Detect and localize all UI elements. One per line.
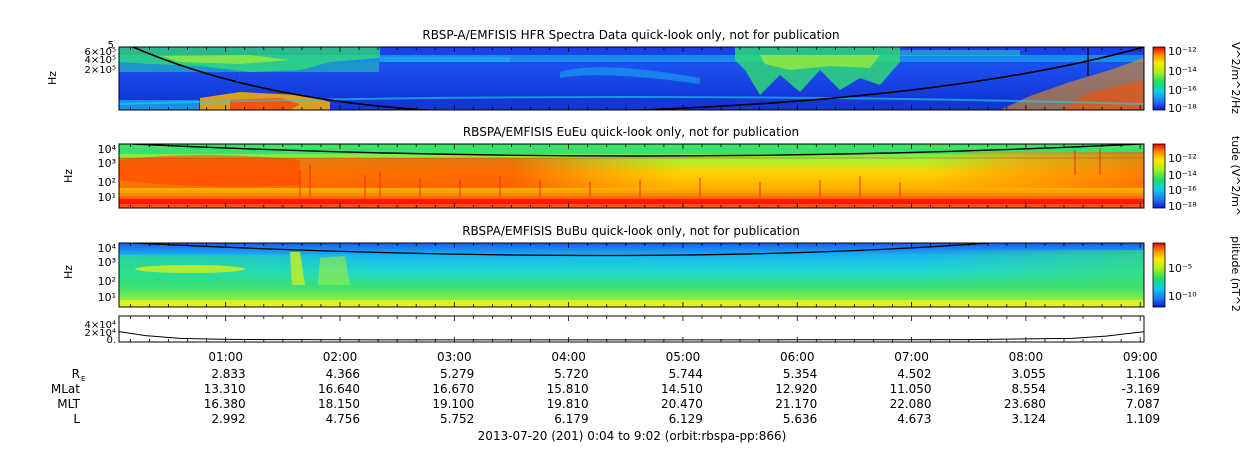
bubu-ytick-3: 10¹ (98, 291, 116, 304)
ephemeris-value: 5.636 (783, 412, 817, 426)
hfr-ytick-1: 4×10⁵ (85, 55, 116, 66)
ephemeris-value: 5.279 (440, 367, 474, 381)
cbar-hfr-tick-1: 10⁻¹⁴ (1168, 65, 1197, 78)
bubu-ytick-2: 10² (98, 275, 116, 288)
ephemeris-value: 19.810 (547, 397, 589, 411)
ephemeris-value: 1.109 (1126, 412, 1160, 426)
cbar-hfr-tick-2: 10⁻¹⁶ (1168, 84, 1197, 97)
ephemeris-value: 16.640 (318, 382, 360, 396)
cbar-hfr-label: V^2/m^2/Hz (1229, 42, 1242, 114)
ephemeris-value: 12.920 (775, 382, 817, 396)
ephemeris-value: 2.833 (211, 367, 245, 381)
ephemeris-value: 1.106 (1126, 367, 1160, 381)
time-tick-label: 01:00 (208, 350, 243, 364)
bubu-ylabel: Hz (62, 265, 75, 279)
bubu-panel: RBSPA/EMFISIS BuBu quick-look only, not … (62, 224, 1145, 308)
cbar-hfr-tick-0: 10⁻¹² (1168, 45, 1197, 58)
eueu-ytick-2: 10² (98, 176, 116, 189)
hfr-ytick-2: 2×10⁵ (85, 65, 116, 76)
colorbar-eueu: 10⁻¹² 10⁻¹⁴ 10⁻¹⁶ 10⁻¹⁸ tude (V^2/m^ (1152, 136, 1242, 216)
time-tick-label: 05:00 (666, 350, 701, 364)
ephemeris-value: 21.170 (775, 397, 817, 411)
time-axis-labels: 01:00 02:00 03:00 04:00 05:00 06:00 07:00 08:00… (208, 350, 1157, 364)
hfr-ylabel: Hz (46, 71, 59, 85)
time-tick-label: 03:00 (437, 350, 472, 364)
bubu-ytick-1: 10³ (98, 256, 116, 269)
hfr-panel: RBSP-A/EMFISIS HFR Spectra Data quick-lo… (46, 28, 1145, 111)
cbar-bubu-label: plitude (nT^2 (1229, 236, 1242, 312)
time-tick-label: 09:00 (1123, 350, 1158, 364)
hfr-ytick-0: 6×10⁵ (85, 47, 116, 58)
ephemeris-value: 2.992 (211, 412, 245, 426)
ephemeris-value: 4.366 (326, 367, 360, 381)
ephemeris-row-label: MLT (57, 397, 80, 411)
ephemeris-value: 14.510 (661, 382, 703, 396)
line-ytick-2: 0. (106, 335, 116, 346)
ephemeris-table: R E 2.833 4.366 5.279 5.720 5.744 5.354 4.502 3.0… (51, 367, 1160, 426)
ephemeris-value: 15.810 (547, 382, 589, 396)
cbar-eueu-tick-1: 10⁻¹⁴ (1168, 169, 1197, 182)
ephemeris-value: 4.673 (897, 412, 931, 426)
ephemeris-value: 22.080 (890, 397, 932, 411)
ephemeris-value: 7.087 (1126, 397, 1160, 411)
ephemeris-value: -3.169 (1122, 382, 1161, 396)
ephemeris-value: 3.124 (1012, 412, 1046, 426)
ephemeris-value: 5.752 (440, 412, 474, 426)
line-ytick-1: 2×10⁴ (85, 328, 116, 339)
ephemeris-value: 19.100 (432, 397, 474, 411)
time-tick-label: 04:00 (551, 350, 586, 364)
eueu-ytick-1: 10³ (98, 157, 116, 170)
ephemeris-value: 16.670 (432, 382, 474, 396)
colorbar-bubu: 10⁻⁵ 10⁻¹⁰ plitude (nT^2 (1152, 236, 1242, 312)
cbar-eueu-label: tude (V^2/m^ (1229, 136, 1242, 216)
ephemeris-value: 5.744 (669, 367, 703, 381)
ephemeris-row-label: MLat (51, 382, 80, 396)
cbar-eueu-tick-3: 10⁻¹⁸ (1168, 200, 1197, 213)
footer-caption: 2013-07-20 (201) 0:04 to 9:02 (orbit:rbs… (478, 429, 787, 443)
ephemeris-row-label: R (72, 367, 80, 381)
colorbar-hfr: 10⁻¹² 10⁻¹⁴ 10⁻¹⁶ 10⁻¹⁸ V^2/m^2/Hz (1152, 42, 1242, 115)
eueu-panel: RBSPA/EMFISIS EuEu quick-look only, not … (62, 125, 1145, 209)
ephemeris-row-sub: E (81, 375, 85, 383)
line-panel: 4×10⁴ 2×10⁴ 0. (85, 315, 1145, 346)
ephemeris-value: 8.554 (1012, 382, 1046, 396)
eueu-ytick-3: 10¹ (98, 191, 116, 204)
ephemeris-value: 6.129 (669, 412, 703, 426)
eueu-ytick-0: 10⁴ (98, 143, 117, 156)
ephemeris-value: 4.502 (897, 367, 931, 381)
ephemeris-value: 13.310 (204, 382, 246, 396)
cbar-bubu-tick-1: 10⁻¹⁰ (1168, 290, 1197, 303)
hfr-ytop: 5 (108, 40, 114, 51)
time-tick-label: 06:00 (780, 350, 815, 364)
bubu-title: RBSPA/EMFISIS BuBu quick-look only, not … (462, 224, 800, 238)
ephemeris-value: 3.055 (1012, 367, 1046, 381)
ephemeris-value: 6.179 (554, 412, 588, 426)
ephemeris-value: 11.050 (890, 382, 932, 396)
bubu-ytick-0: 10⁴ (98, 242, 117, 255)
ephemeris-value: 16.380 (204, 397, 246, 411)
time-tick-label: 07:00 (894, 350, 929, 364)
cbar-eueu-tick-2: 10⁻¹⁶ (1168, 184, 1197, 197)
cbar-eueu-tick-0: 10⁻¹² (1168, 152, 1197, 165)
ephemeris-value: 18.150 (318, 397, 360, 411)
ephemeris-value: 23.680 (1004, 397, 1046, 411)
ephemeris-value: 5.354 (783, 367, 817, 381)
hfr-title: RBSP-A/EMFISIS HFR Spectra Data quick-lo… (422, 28, 839, 42)
time-tick-label: 08:00 (1009, 350, 1044, 364)
time-tick-label: 02:00 (323, 350, 358, 364)
eueu-ylabel: Hz (62, 169, 75, 183)
ephemeris-value: 20.470 (661, 397, 703, 411)
ephemeris-row-label: L (73, 412, 80, 426)
cbar-hfr-tick-3: 10⁻¹⁸ (1168, 102, 1197, 115)
ephemeris-value: 4.756 (326, 412, 360, 426)
ephemeris-value: 5.720 (554, 367, 588, 381)
line-ytick-0: 4×10⁴ (85, 320, 116, 331)
eueu-title: RBSPA/EMFISIS EuEu quick-look only, not … (463, 125, 799, 139)
cbar-bubu-tick-0: 10⁻⁵ (1168, 262, 1192, 275)
